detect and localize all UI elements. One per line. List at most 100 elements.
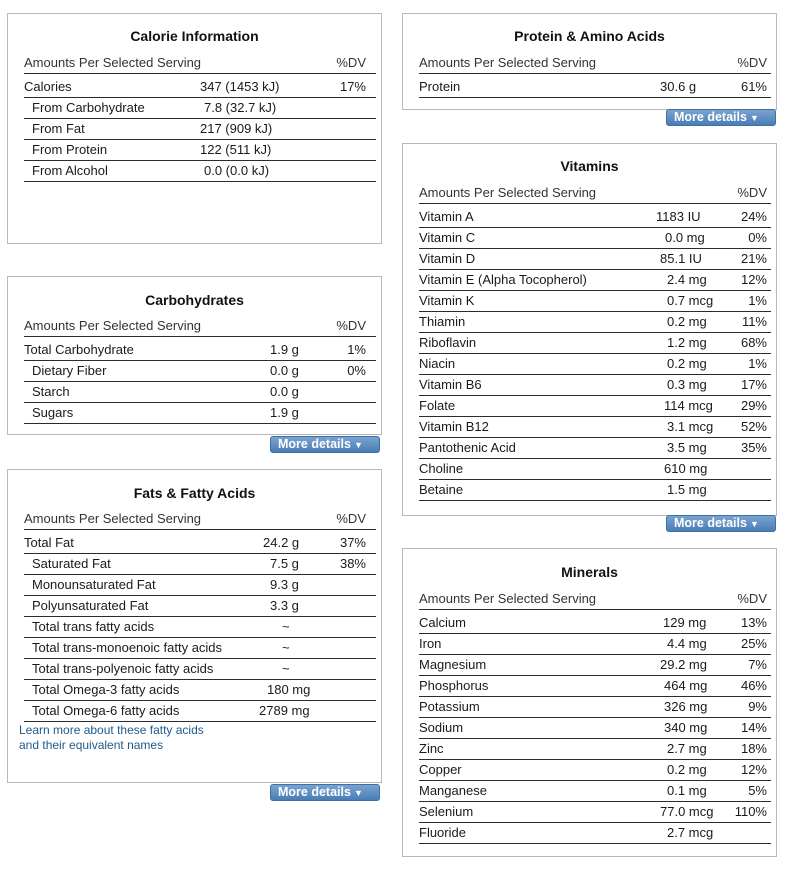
nutrient-label: Riboflavin [419,335,477,350]
nutrient-dv: 110% [734,804,767,819]
nutrient-amount: 0.0 (0.0 kJ) [204,163,270,178]
nutrient-label: Iron [419,636,442,651]
nutrient-dv: 0% [347,363,366,378]
nutrient-dv: 68% [740,335,767,350]
nutrient-dv: 37% [339,535,366,550]
table-row: Betaine 1.5 mg [419,479,771,501]
panel-title: Minerals [561,564,618,580]
vitamins-panel: Vitamins Amounts Per Selected Serving %D… [402,143,777,516]
table-row: Sugars 1.9 g [24,402,376,424]
nutrient-label: Vitamin D [419,251,476,266]
nutrient-amount: 2.4 mg [667,272,707,287]
table-row: Folate 114 mcg 29% [419,395,771,417]
nutrient-label: Total Carbohydrate [24,342,134,357]
nutrient-label: Potassium [419,699,480,714]
vitamins-more-details-button[interactable]: More details ▼ [666,515,776,532]
nutrient-amount: 0.3 mg [667,377,707,392]
table-row: Saturated Fat 7.5 g 38% [24,553,376,575]
nutrient-label: Pantothenic Acid [419,440,516,455]
fats-more-details-button[interactable]: More details ▼ [270,784,380,801]
triangle-down-icon: ▼ [749,519,759,529]
nutrient-label: Vitamin K [419,293,475,308]
nutrient-label: Selenium [419,804,474,819]
nutrient-label: Dietary Fiber [32,363,107,378]
nutrient-dv: 12% [740,762,767,777]
table-row: Vitamin C 0.0 mg 0% [419,227,771,249]
column-header-dv: %DV [737,591,767,606]
table-row: Total Carbohydrate 1.9 g 1% [24,339,376,361]
nutrient-amount: 3.3 g [270,598,299,613]
nutrient-amount: 1183 IU [656,209,701,224]
nutrient-amount: 610 mg [664,461,708,476]
table-row: Calcium 129 mg 13% [419,612,771,634]
nutrient-label: Protein [419,79,461,94]
nutrient-label: Monounsaturated Fat [32,577,156,592]
nutrient-label: Vitamin B12 [419,419,489,434]
triangle-down-icon: ▼ [353,440,363,450]
table-row: Selenium 77.0 mcg 110% [419,801,771,823]
nutrient-label: Sodium [419,720,464,735]
nutrient-label: Sugars [32,405,74,420]
table-row: Protein 30.6 g 61% [419,76,771,98]
nutrient-amount: 3.5 mg [667,440,707,455]
nutrient-dv: 18% [740,741,767,756]
nutrient-dv: 1% [748,293,767,308]
nutrient-label: Total Omega-3 fatty acids [32,682,180,697]
nutrient-label: Calcium [419,615,466,630]
button-label: More details [674,516,747,530]
table-row: Choline 610 mg [419,458,771,480]
nutrient-dv: 5% [748,783,767,798]
nutrient-amount: 1.9 g [270,342,299,357]
carbs-more-details-button[interactable]: More details ▼ [270,436,380,453]
nutrient-amount: 0.2 mg [667,762,707,777]
nutrient-dv: 29% [740,398,767,413]
table-row: Copper 0.2 mg 12% [419,759,771,781]
nutrient-amount: 114 mcg [664,398,713,413]
nutrient-label: Magnesium [419,657,487,672]
table-row: From Fat 217 (909 kJ) [24,118,376,140]
column-header-dv: %DV [737,185,767,200]
nutrient-label: Total trans-monoenoic fatty acids [32,640,223,655]
table-row: Zinc 2.7 mg 18% [419,738,771,760]
nutrient-label: Choline [419,461,464,476]
table-row: Thiamin 0.2 mg 11% [419,311,771,333]
table-row: Magnesium 29.2 mg 7% [419,654,771,676]
nutrient-dv: 24% [740,209,767,224]
column-header-amounts: Amounts Per Selected Serving [24,511,202,526]
nutrient-dv: 7% [748,657,767,672]
nutrient-amount: 122 (511 kJ) [200,142,272,157]
nutrient-amount: 0.2 mg [667,314,707,329]
nutrient-amount: 0.1 mg [667,783,707,798]
nutrient-label: Manganese [419,783,487,798]
fatty-acids-info-link[interactable]: Learn more about these fatty acids and t… [19,723,204,753]
nutrient-amount: 77.0 mcg [660,804,714,819]
nutrient-label: Total Fat [24,535,74,550]
nutrient-amount: 0.0 g [270,384,299,399]
protein-amino-acids-panel: Protein & Amino Acids Amounts Per Select… [402,13,777,110]
nutrient-label: Starch [32,384,70,399]
nutrient-amount: 180 mg [267,682,311,697]
minerals-panel: Minerals Amounts Per Selected Serving %D… [402,548,777,857]
table-header: Amounts Per Selected Serving %DV [24,508,376,530]
table-row: From Carbohydrate 7.8 (32.7 kJ) [24,97,376,119]
nutrient-amount: 0.2 mg [667,356,707,371]
table-row: Phosphorus 464 mg 46% [419,675,771,697]
nutrient-label: Total trans fatty acids [32,619,155,634]
table-row: Manganese 0.1 mg 5% [419,780,771,802]
table-row: Vitamin B6 0.3 mg 17% [419,374,771,396]
button-label: More details [278,437,351,451]
nutrient-amount: 29.2 mg [660,657,707,672]
nutrient-label: Niacin [419,356,456,371]
nutrient-amount: 30.6 g [660,79,697,94]
nutrient-label: Thiamin [419,314,466,329]
nutrient-amount: 1.5 mg [667,482,707,497]
table-header: Amounts Per Selected Serving %DV [419,52,771,74]
protein-more-details-button[interactable]: More details ▼ [666,109,776,126]
nutrient-amount: 3.1 mcg [667,419,714,434]
column-header-dv: %DV [737,55,767,70]
column-header-amounts: Amounts Per Selected Serving [24,55,202,70]
button-label: More details [674,110,747,124]
column-header-dv: %DV [336,55,366,70]
column-header-dv: %DV [336,511,366,526]
table-row: Pantothenic Acid 3.5 mg 35% [419,437,771,459]
